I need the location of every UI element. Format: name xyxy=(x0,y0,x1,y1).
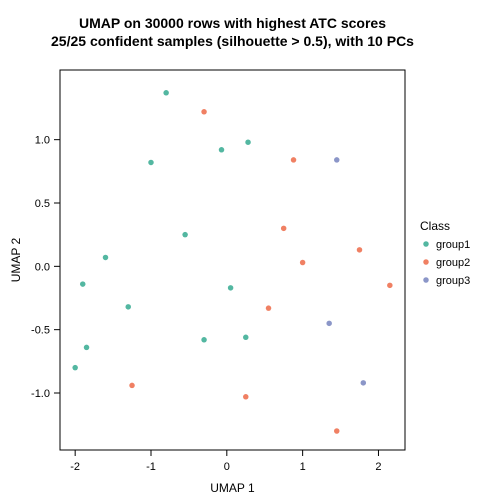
data-point-group1 xyxy=(182,232,188,238)
data-point-group1 xyxy=(80,281,86,287)
scatter-chart: UMAP on 30000 rows with highest ATC scor… xyxy=(0,0,504,504)
data-point-group2 xyxy=(243,394,249,400)
y-tick-label: -1.0 xyxy=(31,388,50,400)
data-point-group1 xyxy=(228,285,234,291)
legend-label-group2: group2 xyxy=(436,257,470,269)
data-point-group1 xyxy=(219,147,225,153)
data-point-group2 xyxy=(387,283,393,289)
y-tick-label: 1.0 xyxy=(35,135,50,147)
data-point-group2 xyxy=(129,383,135,389)
data-point-group1 xyxy=(103,255,109,261)
data-point-group1 xyxy=(72,365,78,371)
data-point-group1 xyxy=(84,345,90,351)
legend-swatch-group1 xyxy=(423,241,429,247)
x-tick-label: -2 xyxy=(70,461,80,473)
data-point-group1 xyxy=(243,335,249,341)
data-point-group1 xyxy=(245,139,251,145)
data-point-group3 xyxy=(361,380,367,386)
data-point-group1 xyxy=(201,337,207,343)
data-point-group1 xyxy=(125,304,131,310)
chart-background xyxy=(0,0,504,504)
data-point-group2 xyxy=(300,260,306,266)
y-tick-label: -0.5 xyxy=(31,325,50,337)
legend-title: Class xyxy=(420,219,450,233)
y-tick-label: 0.5 xyxy=(35,198,50,210)
y-tick-label: 0.0 xyxy=(35,261,50,273)
chart-title-line1: UMAP on 30000 rows with highest ATC scor… xyxy=(79,15,386,31)
data-point-group2 xyxy=(281,226,287,232)
data-point-group2 xyxy=(334,428,340,434)
x-tick-label: -1 xyxy=(146,461,156,473)
data-point-group2 xyxy=(291,157,297,163)
x-tick-label: 2 xyxy=(375,461,381,473)
x-axis-label: UMAP 1 xyxy=(210,481,255,495)
legend-swatch-group2 xyxy=(423,259,429,265)
data-point-group1 xyxy=(163,90,169,96)
data-point-group1 xyxy=(148,160,154,166)
legend-swatch-group3 xyxy=(423,277,429,283)
y-axis-label: UMAP 2 xyxy=(9,237,23,282)
chart-title-line2: 25/25 confident samples (silhouette > 0.… xyxy=(51,33,414,49)
data-point-group2 xyxy=(266,305,272,311)
legend-label-group1: group1 xyxy=(436,239,470,251)
legend-label-group3: group3 xyxy=(436,275,470,287)
data-point-group2 xyxy=(201,109,207,115)
data-point-group2 xyxy=(357,247,363,253)
x-tick-label: 0 xyxy=(224,461,230,473)
data-point-group3 xyxy=(326,321,332,327)
data-point-group3 xyxy=(334,157,340,163)
x-tick-label: 1 xyxy=(300,461,306,473)
